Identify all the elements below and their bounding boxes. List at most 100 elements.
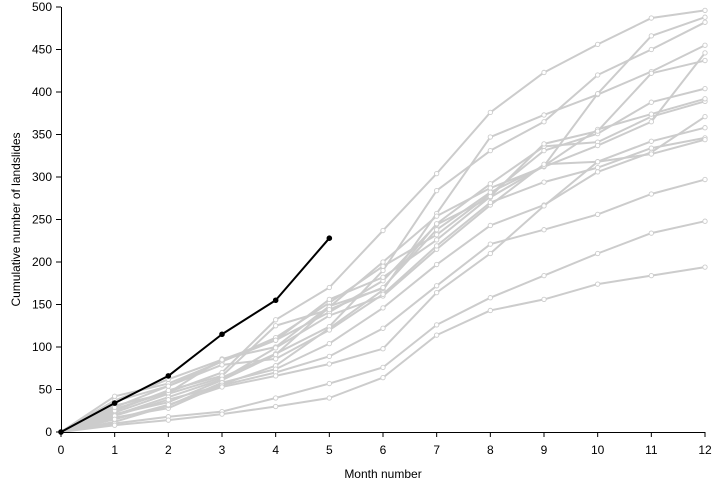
data-point: [273, 317, 279, 323]
data-point: [648, 151, 654, 157]
data-point: [273, 395, 279, 401]
data-point: [380, 267, 386, 274]
data-point: [434, 332, 440, 338]
data-point: [434, 322, 440, 328]
data-point: [165, 383, 171, 389]
data-point: [487, 199, 493, 206]
data-point: [702, 42, 708, 48]
y-tick-label: 350: [32, 128, 52, 142]
x-tick-label: 12: [698, 443, 712, 457]
background-series: [58, 264, 708, 435]
data-point: [595, 281, 601, 287]
data-point: [326, 340, 332, 347]
data-point: [434, 237, 440, 243]
y-tick-label: 300: [32, 170, 52, 184]
data-point: [380, 227, 386, 234]
data-point: [541, 161, 547, 167]
data-point: [541, 112, 547, 118]
data-point: [487, 147, 493, 154]
data-point: [434, 213, 440, 219]
x-tick-label: 7: [433, 443, 440, 457]
x-tick-label: 8: [487, 443, 494, 457]
data-point: [648, 111, 654, 117]
data-point: [111, 400, 118, 406]
data-point: [648, 99, 654, 105]
data-point: [648, 138, 654, 144]
x-tick-label: 2: [165, 443, 172, 457]
data-point: [434, 187, 440, 194]
data-point: [648, 70, 654, 76]
data-point: [326, 327, 332, 333]
data-point: [595, 159, 601, 165]
data-point: [487, 181, 493, 187]
data-point: [380, 325, 386, 331]
data-point: [273, 356, 279, 362]
x-tick-label: 11: [645, 443, 658, 457]
y-tick-label: 150: [32, 298, 52, 312]
data-point: [165, 397, 171, 403]
data-point: [702, 19, 708, 25]
x-axis-ticks: 0 1 2 3 4 5 6 7 8 9 10 11 12: [58, 432, 712, 457]
data-point: [487, 109, 493, 116]
y-tick-label: 500: [32, 0, 52, 14]
data-point: [487, 222, 493, 229]
x-axis-title: Month number: [344, 467, 421, 481]
data-point: [487, 307, 493, 314]
data-point: [112, 393, 118, 399]
data-point: [487, 185, 493, 191]
data-point: [434, 243, 440, 249]
data-point: [487, 241, 493, 247]
data-point: [380, 259, 386, 265]
data-point: [326, 296, 332, 303]
x-tick-label: 6: [380, 443, 387, 457]
data-point: [595, 169, 601, 175]
x-tick-label: 1: [111, 443, 118, 457]
y-tick-label: 100: [32, 340, 52, 354]
data-point: [487, 193, 493, 200]
data-point: [326, 312, 332, 319]
data-point: [702, 14, 708, 20]
data-point: [380, 263, 386, 269]
data-point: [219, 331, 225, 338]
data-point: [648, 230, 654, 236]
background-series: [58, 57, 708, 435]
data-point: [434, 289, 440, 296]
series-layer: [58, 7, 708, 435]
data-point: [648, 15, 654, 21]
data-point: [541, 69, 547, 76]
data-point: [648, 145, 654, 151]
data-point: [165, 387, 171, 393]
data-point: [541, 203, 547, 209]
data-point: [702, 136, 708, 143]
data-point: [541, 141, 547, 147]
data-point: [219, 384, 225, 390]
data-point: [702, 125, 708, 131]
data-point: [380, 305, 386, 311]
data-point: [165, 417, 171, 423]
data-point: [273, 351, 279, 358]
data-point: [595, 41, 601, 48]
highlight-series: [58, 235, 333, 435]
data-point: [273, 403, 279, 410]
data-point: [380, 291, 386, 297]
data-point: [326, 235, 333, 241]
y-tick-label: 400: [32, 85, 52, 99]
background-series: [58, 7, 708, 435]
data-point: [595, 91, 601, 97]
data-point: [434, 227, 440, 233]
axes: 0 1 2 3 4 5 6 7 8 9 10 11 12 05010015020025030035040…: [32, 0, 712, 457]
data-point: [595, 142, 601, 149]
data-point: [380, 274, 386, 280]
data-point: [112, 422, 118, 428]
data-point: [272, 297, 279, 304]
data-point: [434, 283, 440, 289]
data-point: [273, 323, 279, 329]
data-point: [648, 191, 654, 197]
data-point: [273, 345, 279, 351]
x-tick-label: 3: [219, 443, 226, 457]
data-point: [702, 264, 708, 270]
data-point: [541, 227, 547, 233]
data-point: [380, 346, 386, 352]
data-point: [219, 362, 225, 368]
